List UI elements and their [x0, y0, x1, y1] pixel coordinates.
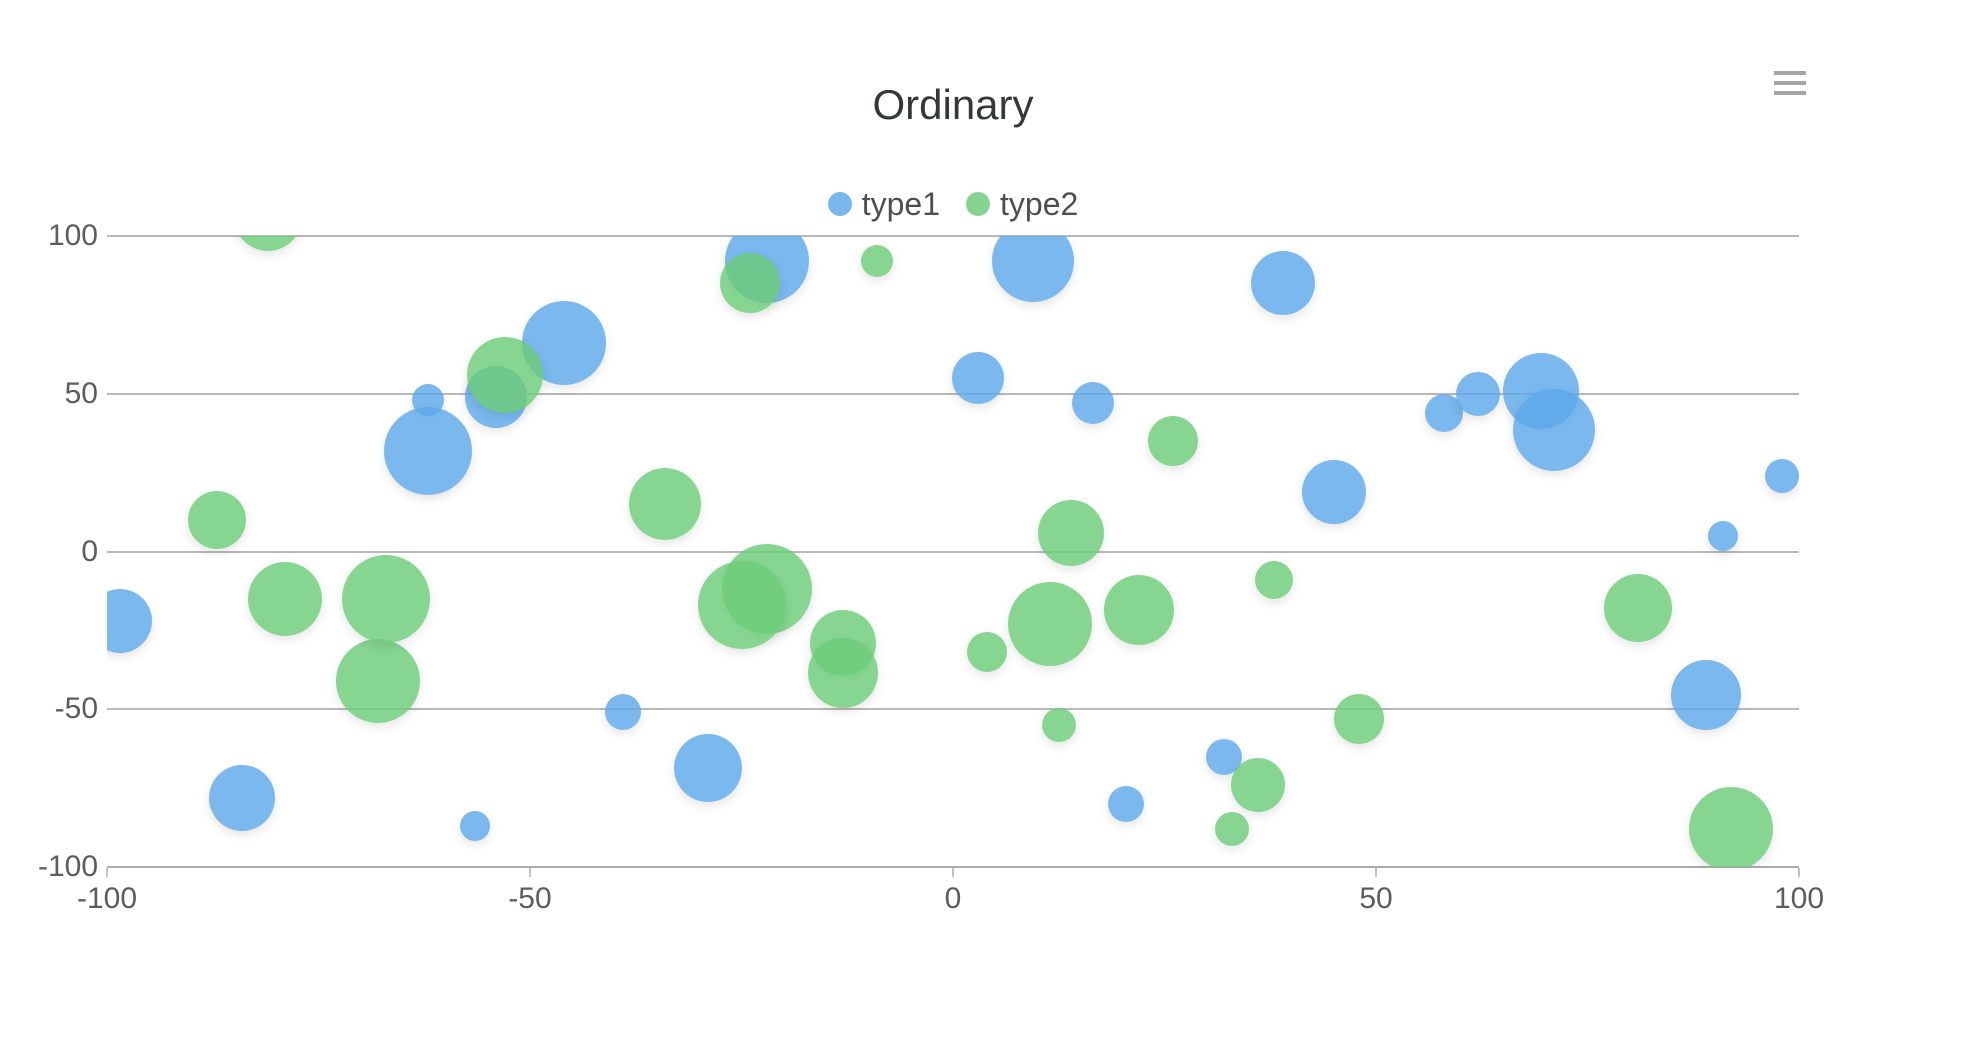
hamburger-icon[interactable] — [1774, 71, 1806, 95]
gridline-y-0 — [107, 550, 1799, 553]
hamburger-bar — [1774, 71, 1806, 75]
legend-item-type1[interactable]: type1 — [827, 185, 940, 223]
x-axis-label--100: -100 — [76, 882, 138, 915]
bubble-type2[interactable] — [1255, 560, 1294, 599]
x-axis-label-100: 100 — [1773, 882, 1825, 915]
legend-marker-type1 — [827, 192, 852, 216]
bubble-type2[interactable] — [342, 554, 431, 643]
bubble-type2[interactable] — [1008, 582, 1093, 667]
y-axis-label--100: -100 — [37, 850, 98, 883]
gridline-y-50 — [107, 392, 1799, 395]
bubble-type2[interactable] — [233, 236, 302, 252]
x-axis-tick-50 — [1375, 868, 1377, 877]
bubble-type2[interactable] — [1215, 812, 1250, 847]
plot-area — [107, 236, 1799, 867]
bubble-type1[interactable] — [1707, 520, 1738, 551]
bubble-type1[interactable] — [1071, 382, 1114, 425]
bubble-type2[interactable] — [1230, 757, 1285, 812]
gridline-y--100 — [107, 866, 1799, 868]
bubble-type1[interactable] — [1455, 371, 1500, 416]
bubble-type1[interactable] — [1108, 785, 1145, 822]
bubble-type1[interactable] — [1301, 459, 1366, 524]
y-axis-label--50: -50 — [54, 692, 98, 726]
bubble-type2[interactable] — [966, 632, 1007, 673]
chart-title: Ordinary — [872, 81, 1034, 128]
bubble-type2[interactable] — [719, 253, 780, 314]
bubble-type2[interactable] — [860, 245, 893, 278]
legend: type1 type2 — [107, 186, 1799, 222]
gridline-y--50 — [107, 708, 1799, 711]
bubble-type2[interactable] — [247, 561, 322, 636]
bubble-type1[interactable] — [1765, 458, 1799, 493]
bubble-type2[interactable] — [1334, 693, 1385, 744]
legend-item-type2[interactable]: type2 — [966, 186, 1078, 223]
bubble-type2[interactable] — [697, 561, 786, 650]
bubble-type2[interactable] — [629, 468, 702, 541]
bubble-type2[interactable] — [1147, 416, 1198, 467]
bubble-type2[interactable] — [1041, 708, 1076, 743]
gridline-y-100 — [107, 235, 1799, 237]
bubble-type2[interactable] — [1038, 499, 1105, 566]
x-axis-tick-100 — [1798, 868, 1800, 877]
y-axis-label-100: 100 — [47, 219, 98, 252]
bubble-type1[interactable] — [384, 406, 473, 495]
bubble-type2[interactable] — [466, 336, 543, 413]
legend-marker-type2 — [966, 192, 990, 216]
bubble-type1[interactable] — [209, 764, 276, 831]
bubble-type2[interactable] — [187, 490, 246, 549]
bubble-type2[interactable] — [1689, 787, 1774, 867]
bubble-type1[interactable] — [460, 810, 490, 841]
y-axis-label-50: 50 — [64, 376, 98, 410]
hamburger-bar — [1774, 91, 1806, 95]
bubble-type1[interactable] — [605, 694, 642, 731]
x-axis-label-0: 0 — [944, 882, 962, 915]
x-axis-label--50: -50 — [508, 882, 552, 915]
bubble-type1[interactable] — [992, 236, 1075, 303]
x-axis-tick-0 — [952, 868, 954, 877]
legend-label: type1 — [861, 185, 940, 222]
x-axis-tick--50 — [529, 868, 531, 877]
bubble-type1[interactable] — [673, 733, 742, 802]
bubble-type1[interactable] — [1250, 251, 1315, 316]
y-axis-label-0: 0 — [81, 534, 98, 568]
bubble-type2[interactable] — [1104, 574, 1175, 645]
bubble-type1[interactable] — [952, 351, 1005, 404]
bubble-type2[interactable] — [1604, 574, 1673, 643]
bubble-type1[interactable] — [107, 588, 152, 653]
bubble-type1[interactable] — [1512, 389, 1595, 472]
bubble-type1[interactable] — [1670, 660, 1741, 731]
x-axis-tick--100 — [106, 868, 108, 877]
x-axis-label-50: 50 — [1359, 882, 1393, 915]
hamburger-bar — [1774, 81, 1806, 85]
bubble-type2[interactable] — [808, 637, 879, 708]
legend-label: type2 — [1000, 185, 1079, 222]
bubble-type2[interactable] — [335, 638, 420, 723]
